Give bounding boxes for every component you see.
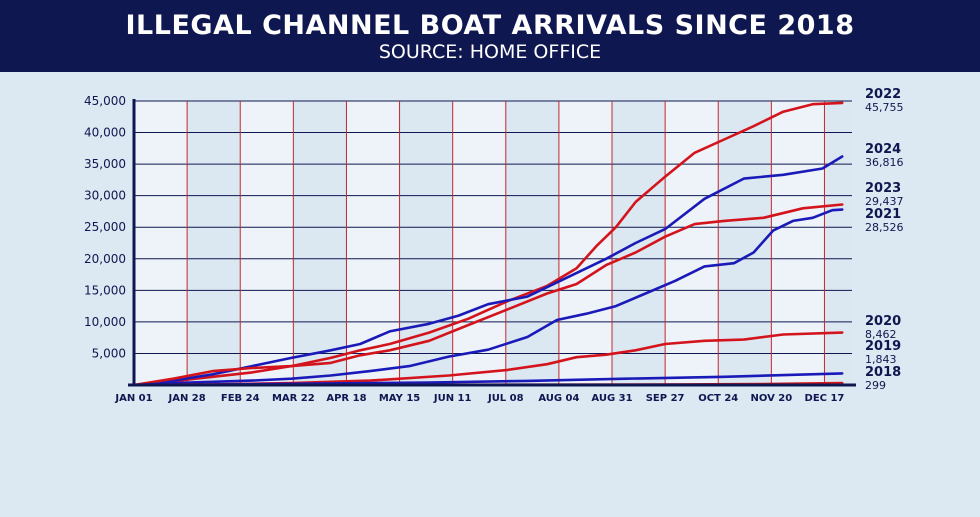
page-title: ILLEGAL CHANNEL BOAT ARRIVALS SINCE 2018 [125, 10, 855, 41]
y-tick-label: 5,000 [92, 346, 126, 360]
x-tick-label: NOV 20 [750, 393, 792, 404]
x-tick-label: JUL 08 [487, 393, 524, 404]
series-label-total: 28,526 [865, 221, 904, 234]
header-banner: ILLEGAL CHANNEL BOAT ARRIVALS SINCE 2018… [0, 0, 980, 72]
x-tick-label: MAR 22 [272, 393, 315, 404]
x-tick-label: JAN 28 [167, 393, 205, 404]
plot-band [187, 101, 241, 385]
x-tick-label: AUG 31 [591, 393, 632, 404]
plot-band [293, 101, 347, 385]
x-tick-label: JAN 01 [114, 393, 152, 404]
x-tick-label: APR 18 [326, 393, 366, 404]
y-tick-label: 40,000 [84, 126, 126, 140]
plot-band [505, 101, 559, 385]
x-tick-label: DEC 17 [805, 393, 845, 404]
x-tick-label: MAY 15 [379, 393, 420, 404]
series-label-year: 2024 [865, 142, 901, 157]
y-tick-label: 20,000 [84, 252, 126, 266]
y-tick-label: 45,000 [84, 94, 126, 108]
series-label-year: 2022 [865, 87, 901, 102]
series-line-2023 [132, 203, 844, 387]
series-label-total: 299 [865, 379, 886, 392]
y-tick-label: 30,000 [84, 189, 126, 203]
x-tick-label: SEP 27 [646, 393, 685, 404]
x-tick-label: OCT 24 [698, 393, 738, 404]
x-tick-label: JUN 11 [433, 393, 472, 404]
y-tick-label: 35,000 [84, 157, 126, 171]
series-label-year: 2021 [865, 207, 901, 222]
series-line-2024 [132, 155, 844, 387]
plot-band [824, 101, 852, 385]
series-label-year: 2020 [865, 314, 901, 329]
x-tick-label: FEB 24 [221, 393, 260, 404]
series-line-2021 [132, 208, 844, 387]
series-label-total: 8,462 [865, 328, 897, 341]
series-label-year: 2018 [865, 365, 901, 380]
x-tick-label: AUG 04 [538, 393, 579, 404]
y-tick-label: 25,000 [84, 220, 126, 234]
series-label-year: 2019 [865, 339, 901, 354]
series-label-total: 29,437 [865, 195, 904, 208]
page-subtitle: SOURCE: HOME OFFICE [378, 41, 602, 63]
series-label-total: 1,843 [865, 353, 897, 366]
y-tick-label: 10,000 [84, 315, 126, 329]
series-label-total: 36,816 [865, 156, 904, 169]
y-tick-label: 15,000 [84, 283, 126, 297]
series-label-year: 2023 [865, 181, 901, 196]
series-label-total: 45,755 [865, 101, 904, 114]
